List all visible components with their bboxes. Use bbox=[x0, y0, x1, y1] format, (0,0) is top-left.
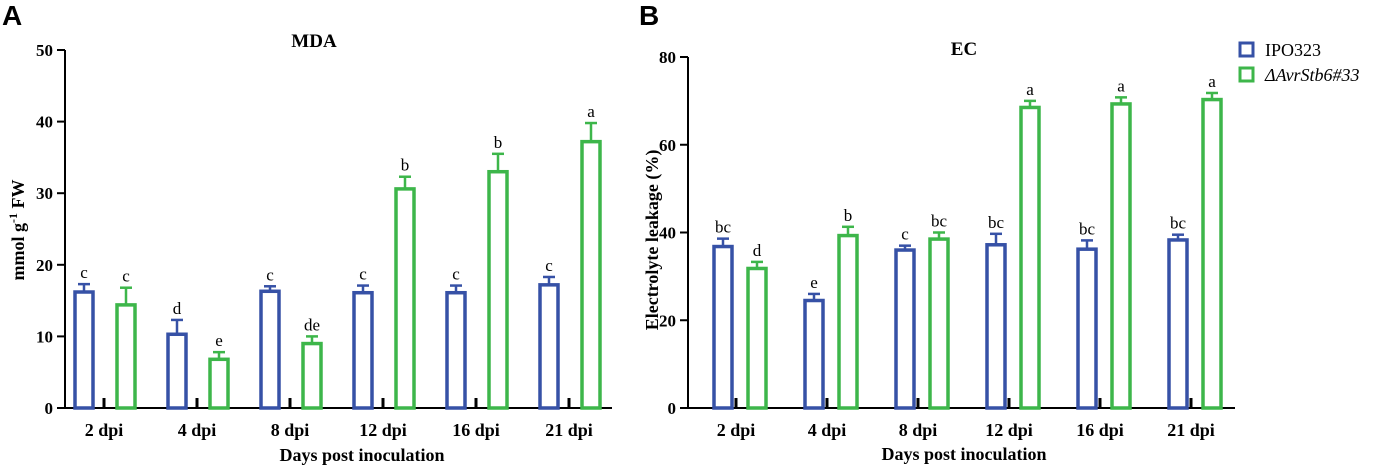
chart-b-data-label: b bbox=[844, 206, 853, 225]
chart-b-y-tick-label: 60 bbox=[659, 136, 676, 155]
chart-b-x-tick-label: 8 dpi bbox=[899, 420, 938, 440]
chart-b-x-tick-label: 12 dpi bbox=[985, 420, 1033, 440]
chart-b-x-tick-label: 2 dpi bbox=[717, 420, 756, 440]
chart-a-bar bbox=[445, 290, 467, 410]
chart-a-data-label: c bbox=[359, 265, 367, 284]
chart-a-bar bbox=[352, 290, 374, 410]
chart-a-data-label: c bbox=[266, 265, 274, 284]
chart-a-y-tick-label: 10 bbox=[36, 327, 53, 346]
chart-a-ylabel-sup: -1 bbox=[6, 213, 20, 223]
chart-a-data-label: d bbox=[173, 299, 182, 318]
chart-a-bar bbox=[301, 341, 323, 410]
chart-a-bar bbox=[73, 290, 95, 410]
chart-b-data-label: e bbox=[810, 273, 818, 292]
chart-b-y-tick-label: 20 bbox=[659, 311, 676, 330]
chart-b-title: EC bbox=[951, 39, 977, 60]
chart-b-data-label: c bbox=[901, 225, 909, 244]
chart-a-data-label: e bbox=[215, 331, 223, 350]
panel-a-label: A bbox=[2, 0, 22, 31]
chart-b-bar bbox=[712, 244, 734, 410]
chart-b-data-label: bc bbox=[1170, 214, 1187, 233]
chart-a-bar bbox=[166, 332, 188, 410]
chart-b-bar bbox=[1167, 238, 1189, 410]
chart-a-x-tick-label: 16 dpi bbox=[452, 420, 500, 440]
chart-a-y-tick-label: 0 bbox=[45, 399, 54, 418]
chart-a-bar bbox=[259, 289, 281, 410]
chart-a-data-label: c bbox=[80, 263, 88, 282]
chart-a-data-label: c bbox=[452, 265, 460, 284]
legend: IPO323 ΔAvrStb6#33 bbox=[1238, 40, 1360, 85]
chart-b-data-label: bc bbox=[1079, 219, 1096, 238]
chart-a-x-tick-label: 8 dpi bbox=[271, 420, 310, 440]
chart-b-data-label: bc bbox=[715, 218, 732, 237]
chart-b-bar bbox=[837, 233, 859, 410]
chart-b-ylabel: Electrolyte leakage (%) bbox=[642, 150, 663, 331]
chart-b-bar bbox=[1019, 105, 1041, 410]
chart-a-bar bbox=[394, 187, 416, 410]
chart-a-data-label: a bbox=[587, 102, 595, 121]
chart-b-data-label: bc bbox=[931, 212, 948, 231]
legend-label-mutant: ΔAvrStb6#33 bbox=[1264, 65, 1360, 85]
chart-a-y-tick-label: 20 bbox=[36, 256, 53, 275]
chart-a-data-label: de bbox=[304, 315, 320, 334]
chart-b-x-tick-label: 16 dpi bbox=[1076, 420, 1124, 440]
chart-a-bar bbox=[538, 283, 560, 410]
chart-a-bar bbox=[115, 303, 137, 410]
chart-a-y-tick-label: 50 bbox=[36, 41, 53, 60]
legend-swatch-ipo323 bbox=[1238, 41, 1255, 58]
chart-a-x-tick-label: 12 dpi bbox=[359, 420, 407, 440]
chart-b-data-label: d bbox=[753, 241, 762, 260]
chart-a-x-tick-label: 4 dpi bbox=[178, 420, 217, 440]
panel-b-label: B bbox=[639, 0, 659, 31]
chart-a-bar bbox=[208, 357, 230, 410]
chart-b-bar bbox=[1110, 102, 1132, 410]
chart-a-data-label: c bbox=[545, 256, 553, 275]
chart-a-data-label: c bbox=[122, 267, 130, 286]
chart-a-ylabel: mmol g-1 FW bbox=[6, 180, 28, 281]
chart-b-bar bbox=[894, 248, 916, 410]
chart-b-bar bbox=[1076, 247, 1098, 410]
chart-a-ylabel-unit: FW bbox=[8, 180, 28, 214]
chart-a-bar bbox=[487, 169, 509, 410]
chart-b-data-label: a bbox=[1208, 72, 1216, 91]
chart-a-bar bbox=[580, 139, 602, 410]
legend-label-ipo323: IPO323 bbox=[1265, 40, 1321, 60]
chart-a-ylabel-main: mmol g bbox=[8, 223, 28, 281]
chart-b-x-tick-label: 21 dpi bbox=[1167, 420, 1215, 440]
chart-b-data-label: bc bbox=[988, 213, 1005, 232]
chart-b-bar bbox=[1201, 97, 1223, 410]
chart-b-data-label: a bbox=[1117, 76, 1125, 95]
chart-a-y-tick-label: 40 bbox=[36, 113, 53, 132]
chart-b-y-tick-label: 40 bbox=[659, 224, 676, 243]
chart-a-xlabel: Days post inoculation bbox=[279, 445, 444, 465]
chart-b-data-label: a bbox=[1026, 80, 1034, 99]
legend-swatch-mutant bbox=[1238, 66, 1255, 83]
chart-a-x-tick-label: 2 dpi bbox=[85, 420, 124, 440]
chart-b-plot: 0 20 40 60 80 2 dpi bc d 4 dpi e b 8 dpi c bc 12 dpi bc… bbox=[659, 48, 1235, 440]
chart-b-bar bbox=[985, 243, 1007, 410]
chart-a-data-label: b bbox=[494, 133, 503, 152]
chart-b-x-tick-label: 4 dpi bbox=[808, 420, 847, 440]
chart-b-bar bbox=[746, 266, 768, 410]
chart-a-y-tick-label: 30 bbox=[36, 184, 53, 203]
chart-a-x-tick-label: 21 dpi bbox=[545, 420, 593, 440]
chart-b-bar bbox=[928, 237, 950, 410]
chart-a-title: MDA bbox=[291, 31, 337, 52]
chart-b-y-tick-label: 80 bbox=[659, 48, 676, 67]
chart-b-xlabel: Days post inoculation bbox=[881, 444, 1046, 464]
chart-b-y-tick-label: 0 bbox=[668, 399, 677, 418]
chart-b-bar bbox=[803, 298, 825, 410]
chart-a-data-label: b bbox=[401, 156, 410, 175]
